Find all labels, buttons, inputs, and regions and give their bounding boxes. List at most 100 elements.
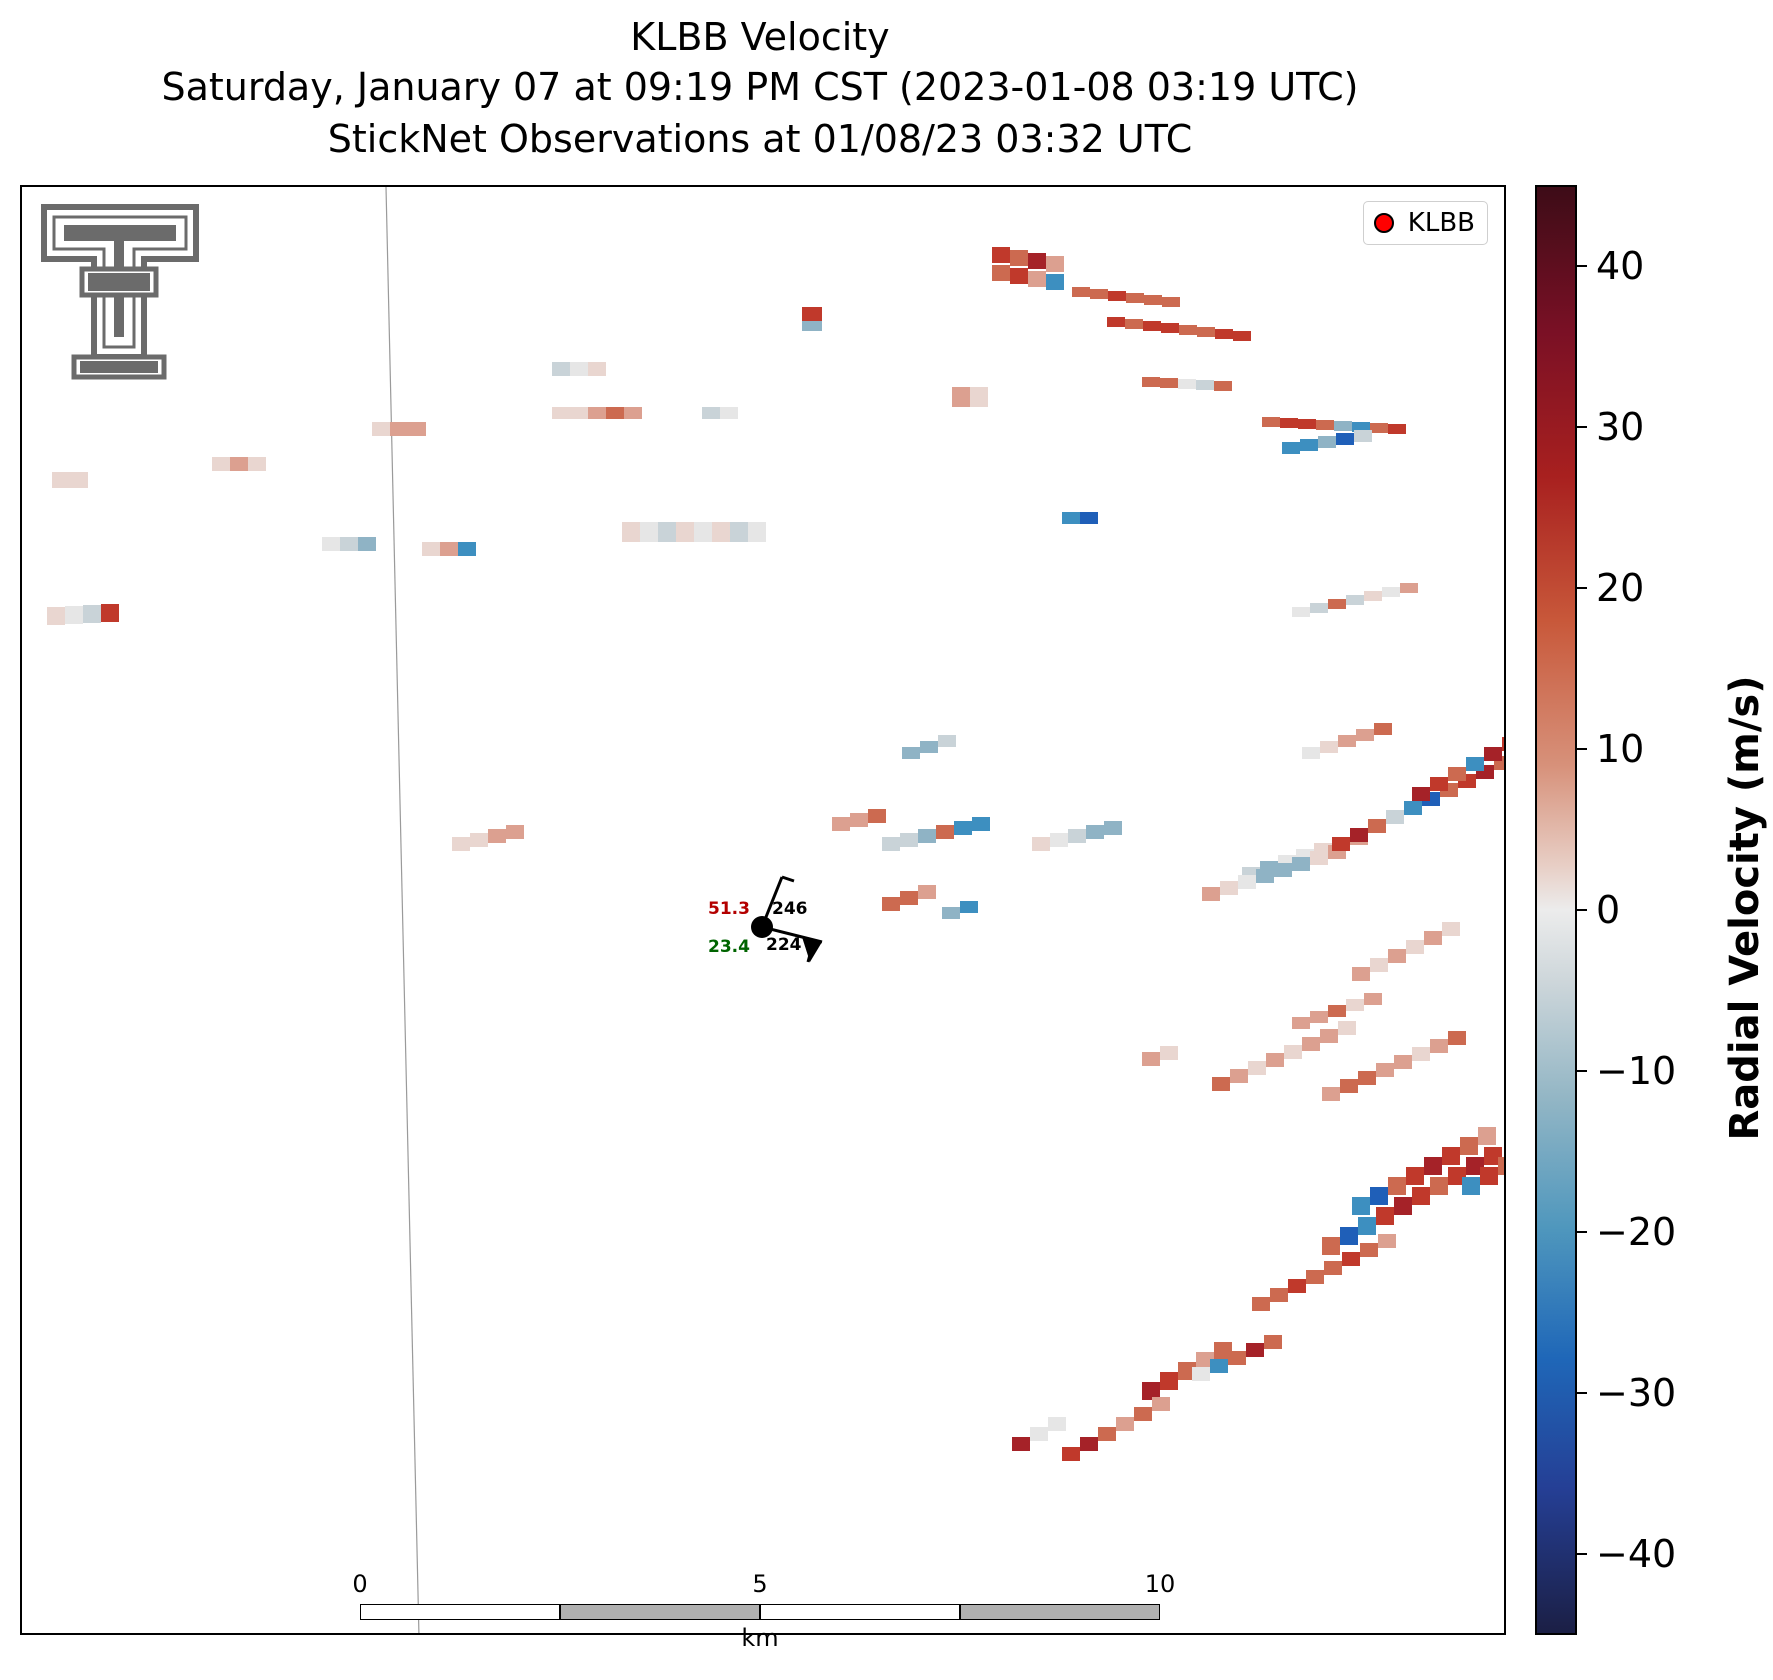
colorbar-tick-mark xyxy=(1577,264,1587,267)
radar-gate xyxy=(1478,1127,1496,1145)
radar-gate xyxy=(960,901,978,913)
radar-gate xyxy=(506,825,524,839)
radar-gate xyxy=(1320,1029,1338,1043)
radar-gate xyxy=(1322,1087,1340,1101)
radar-gate xyxy=(1298,419,1316,429)
radar-gate xyxy=(1161,323,1179,333)
radar-gate xyxy=(832,817,850,831)
radar-gate xyxy=(1062,1447,1080,1461)
radar-gate xyxy=(588,407,606,419)
scalebar-tick-10: 10 xyxy=(1144,1570,1176,1598)
scalebar-segment-3 xyxy=(760,1604,960,1620)
radar-gate xyxy=(1178,1362,1196,1380)
scalebar-segment-1 xyxy=(360,1604,560,1620)
radar-gate xyxy=(1116,1417,1134,1431)
radar-gate xyxy=(1030,1427,1048,1441)
radar-gate xyxy=(1364,591,1382,601)
radar-gate xyxy=(588,362,606,376)
radar-gate xyxy=(1406,1167,1424,1185)
radar-gate xyxy=(936,825,954,839)
radar-gate xyxy=(1230,1069,1248,1083)
colorbar-tick-mark xyxy=(1577,425,1587,428)
radar-gate xyxy=(1220,881,1238,895)
radar-gate xyxy=(47,607,65,625)
radar-gate xyxy=(1494,756,1504,770)
map-legend: KLBB xyxy=(1362,201,1488,245)
radar-gate xyxy=(622,522,640,542)
radar-gate xyxy=(942,907,960,919)
radar-gate xyxy=(1430,1177,1448,1195)
radar-gate xyxy=(1430,777,1448,791)
radar-gate xyxy=(992,265,1010,281)
legend-label: KLBB xyxy=(1407,208,1475,238)
radar-gate xyxy=(1143,321,1161,331)
radar-gate xyxy=(70,472,88,488)
colorbar-tick-mark xyxy=(1577,1392,1587,1395)
radar-gate xyxy=(65,606,83,624)
klbb-marker-icon xyxy=(1373,213,1394,233)
radar-gate xyxy=(1288,1279,1306,1293)
radar-gate xyxy=(918,829,936,843)
radar-velocity-field xyxy=(41,187,1504,1633)
radar-gate xyxy=(1334,421,1352,431)
radar-gate xyxy=(1262,417,1280,427)
radar-gate xyxy=(1125,319,1143,329)
radar-gate xyxy=(1386,810,1404,824)
sticknet-station-marker xyxy=(751,875,823,963)
radar-gate xyxy=(1270,1288,1288,1302)
radar-gate xyxy=(1442,1147,1460,1165)
radar-gate xyxy=(1442,922,1460,936)
radar-gate xyxy=(1107,317,1125,327)
radar-gate xyxy=(1354,430,1372,442)
radar-gate xyxy=(1202,887,1220,901)
radar-gate xyxy=(1228,1351,1246,1365)
radar-gate xyxy=(1460,1137,1478,1155)
colorbar-label: Radial Velocity (m/s) xyxy=(1722,675,1768,1141)
radar-gate xyxy=(1484,747,1502,761)
radar-gate xyxy=(712,522,730,542)
radar-gate xyxy=(1382,587,1400,597)
radar-gate xyxy=(1068,829,1086,843)
texas-tech-double-t-logo xyxy=(41,204,199,380)
radar-gate xyxy=(1179,325,1197,335)
radar-gate xyxy=(1046,274,1064,290)
radar-gate xyxy=(340,537,358,551)
radar-gate xyxy=(1284,1045,1302,1059)
radar-gate xyxy=(1010,268,1028,284)
radar-gate xyxy=(470,833,488,847)
radar-gate xyxy=(1098,1427,1116,1441)
radar-gate xyxy=(1050,833,1068,847)
radar-gate xyxy=(1318,436,1336,448)
radar-gate xyxy=(1144,295,1162,305)
radar-gate xyxy=(1412,1187,1430,1205)
radar-gate xyxy=(1160,378,1178,388)
radar-gate xyxy=(1338,735,1356,747)
radar-gate xyxy=(1310,1011,1328,1023)
colorbar-tick-mark xyxy=(1577,1070,1587,1073)
radar-gate xyxy=(1214,381,1232,391)
radar-gate xyxy=(1062,512,1080,524)
radar-gate xyxy=(1376,1207,1394,1225)
radar-gate xyxy=(248,457,266,471)
radar-gate xyxy=(1197,327,1215,337)
radar-gate xyxy=(1280,418,1298,428)
radar-gate xyxy=(1292,857,1310,871)
radar-gate xyxy=(1292,607,1310,617)
radar-gate xyxy=(1480,1167,1498,1185)
radar-gate xyxy=(212,457,230,471)
radar-gate xyxy=(1340,1079,1358,1093)
radar-gate xyxy=(1316,420,1334,430)
radar-gate xyxy=(1368,819,1386,833)
colorbar-tick-label: −10 xyxy=(1596,1049,1677,1094)
distance-scale-bar: 0 5 10 km xyxy=(352,1570,1175,1652)
radar-gate xyxy=(1400,583,1418,593)
radar-gate xyxy=(1412,1047,1430,1061)
radar-gate xyxy=(972,817,990,831)
radar-gate xyxy=(1320,741,1338,753)
radar-gate xyxy=(1152,1397,1170,1411)
radar-gate xyxy=(1196,1352,1214,1370)
radar-gate xyxy=(1306,1270,1324,1284)
radar-gate xyxy=(1340,1227,1358,1245)
radar-gate xyxy=(1215,329,1233,339)
radar-gate xyxy=(802,307,822,321)
